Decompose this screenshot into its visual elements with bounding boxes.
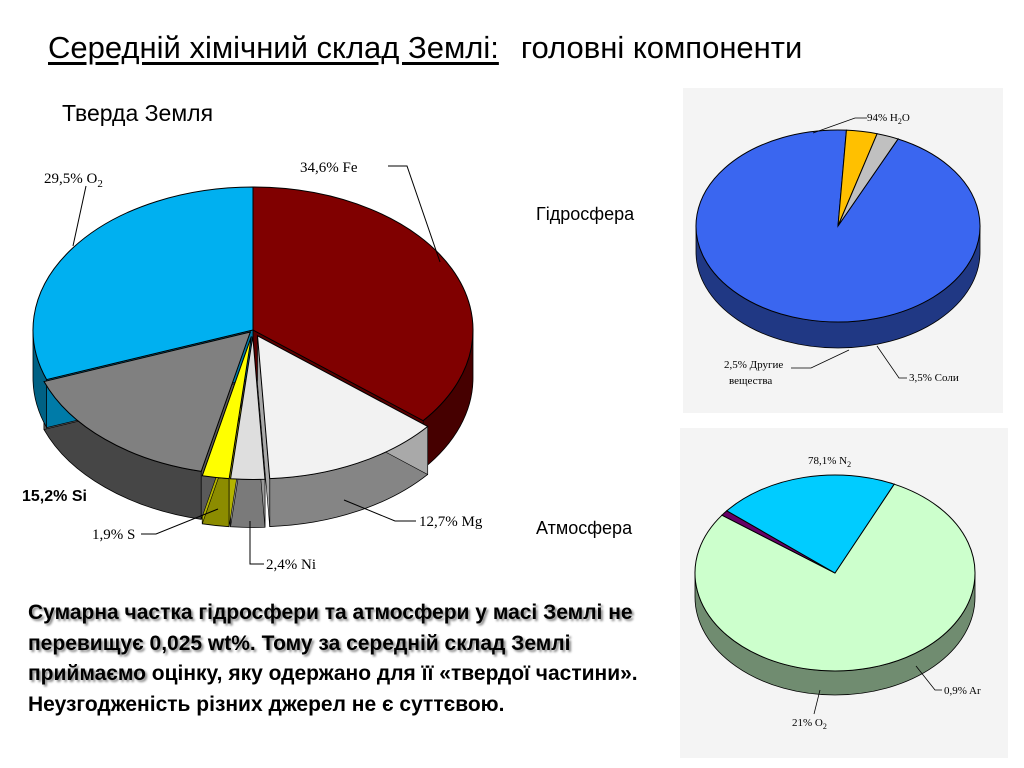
title-main: Середній хімічний склад Землі: bbox=[48, 30, 499, 65]
label-other: 2,5% Другие bbox=[724, 359, 783, 371]
atmo-leader-lines bbox=[813, 665, 942, 715]
leader-fe bbox=[388, 165, 441, 263]
label-o2: 29,5% O2 bbox=[44, 171, 103, 190]
label-salts: 3,5% Соли bbox=[909, 372, 959, 384]
leader-other bbox=[791, 349, 850, 369]
leader-s bbox=[141, 508, 219, 535]
label-ar: 0,9% Ar bbox=[944, 685, 981, 697]
si-slice-label: 15,2% Si bbox=[22, 488, 87, 505]
atmo-n2-slice bbox=[694, 483, 976, 672]
leader-o2-atmo bbox=[813, 689, 821, 715]
solid-earth-pie: 34,6% Fe 29,5% O2 12,7% Mg 2,4% Ni 1,9% … bbox=[32, 160, 483, 573]
solid-mg-slice bbox=[256, 334, 429, 480]
hydro-leader-lines bbox=[791, 117, 907, 379]
label-ni: 2,4% Ni bbox=[266, 557, 316, 573]
atmo-o2-slice bbox=[725, 474, 895, 574]
atmosphere-title: Атмосфера bbox=[536, 518, 633, 538]
summary-highlighted: Сумарна частка гідросфери та атмосфери у… bbox=[28, 601, 633, 685]
solid-earth-title: Тверда Земля bbox=[62, 100, 214, 126]
hydrosphere-pie: 94% H2O 3,5% Соли 2,5% Другие вещества bbox=[683, 88, 1003, 413]
page-title: Середній хімічний склад Землі: головні ко… bbox=[48, 30, 802, 66]
label-o2-atmo: 21% O2 bbox=[792, 717, 827, 731]
label-h2o: 94% H2O bbox=[867, 112, 910, 126]
solid-si-slice bbox=[43, 331, 252, 472]
leader-h2o bbox=[812, 117, 867, 134]
title-secondary: головні компоненти bbox=[520, 30, 803, 65]
hydro-другие-вещества-slice bbox=[837, 133, 899, 227]
summary-rest: оцінку, яку одержано для її «твердої час… bbox=[28, 662, 638, 716]
label-s: 1,9% S bbox=[92, 527, 135, 543]
solid-s-slice bbox=[201, 336, 252, 480]
solid-fe-slice bbox=[252, 186, 474, 422]
label-mg: 12,7% Mg bbox=[419, 514, 483, 530]
summary-text: Сумарна частка гідросфери та атмосфери у… bbox=[28, 598, 668, 720]
solid-ni-slice bbox=[229, 336, 266, 480]
hydrosphere-title: Гідросфера bbox=[536, 204, 635, 224]
leader-ni bbox=[249, 521, 264, 565]
leader-salts bbox=[876, 345, 907, 379]
solid-o2-slice bbox=[32, 186, 254, 381]
leader-o2 bbox=[72, 185, 87, 247]
label-n2: 78,1% N2 bbox=[808, 455, 851, 469]
leader-mg bbox=[343, 499, 416, 522]
leader-ar bbox=[915, 665, 942, 691]
label-fe: 34,6% Fe bbox=[300, 160, 358, 176]
atmosphere-pie: 78,1% N2 0,9% Ar 21% O2 bbox=[680, 428, 1008, 758]
label-other-line2: вещества bbox=[729, 375, 772, 387]
solid-leader-lines bbox=[72, 165, 441, 565]
